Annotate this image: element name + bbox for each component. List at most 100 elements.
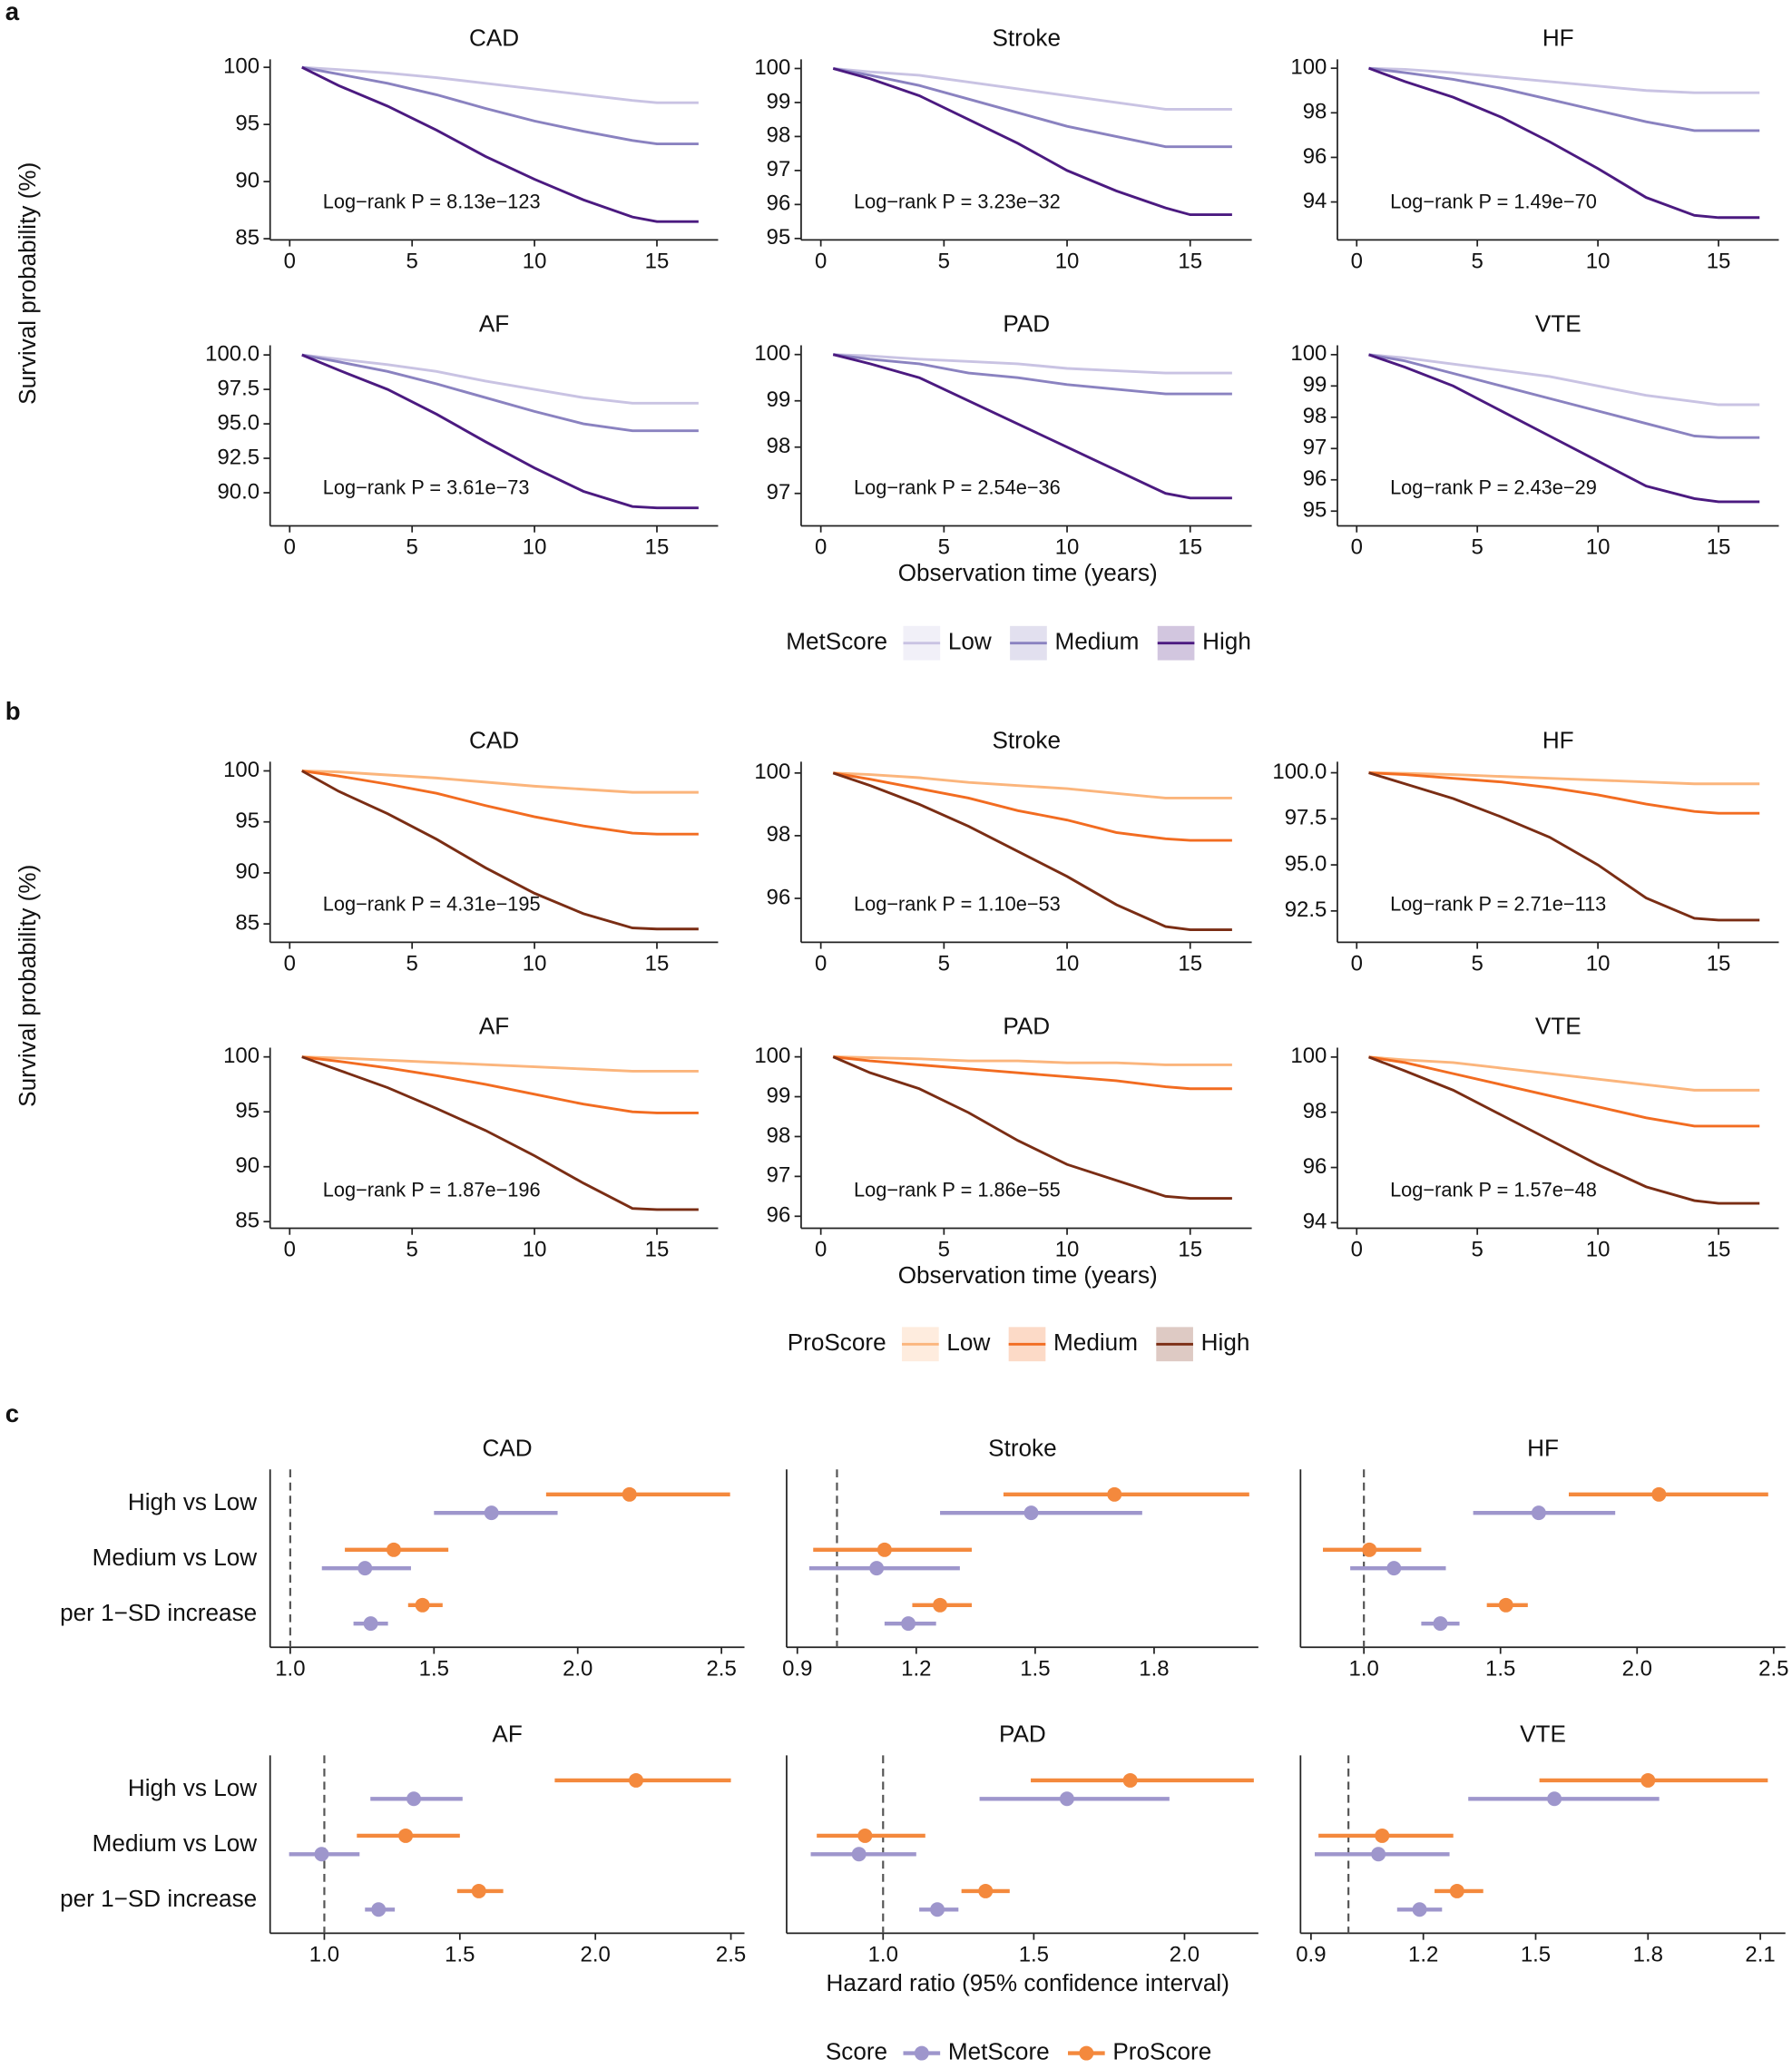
x-tick-label: 1.0 [868, 1942, 898, 1966]
x-tick-label: 5 [938, 1237, 950, 1261]
annotation: Log−rank P = 8.13e−123 [323, 190, 541, 212]
survival-curve [1368, 353, 1760, 504]
chart-title: CAD [469, 24, 519, 51]
x-tick-label: 15 [1178, 534, 1202, 559]
y-tick-label: 97.5 [1285, 806, 1327, 830]
survival-curve [833, 353, 1232, 375]
point-estimate [1640, 1772, 1656, 1788]
survival-curve [833, 67, 1232, 111]
y-tick-label: 100 [1290, 55, 1327, 80]
y-tick-label: 98 [767, 434, 791, 458]
x-tick-label: 2.5 [1758, 1656, 1788, 1681]
survival-curve [1368, 353, 1760, 439]
y-tick-label: 85 [235, 910, 259, 935]
survival-curve [833, 771, 1232, 799]
y-tick-label: 90 [235, 859, 259, 884]
chart-title: VTE [1520, 1720, 1566, 1747]
y-tick-label: 95 [1303, 498, 1327, 523]
survival-curve [301, 770, 699, 836]
survival-curve [301, 65, 699, 145]
chart-title: Stroke [988, 1434, 1057, 1461]
x-tick-label: 0 [1351, 951, 1363, 976]
x-tick-label: 10 [523, 249, 547, 273]
legend-symbol [1079, 2045, 1094, 2061]
point-estimate [1547, 1791, 1562, 1807]
point-estimate [1531, 1505, 1546, 1521]
y-tick-label: 98 [1303, 404, 1327, 428]
x-tick-label: 10 [1055, 951, 1080, 976]
panel-label: b [5, 697, 21, 725]
legend: ProScore Low Medium High [788, 1327, 1250, 1362]
survival-curve [301, 770, 699, 931]
annotation: Log−rank P = 2.71e−113 [1390, 892, 1606, 915]
y-tick-label: 96 [1303, 1154, 1327, 1179]
point-estimate [1412, 1902, 1427, 1917]
point-estimate [978, 1883, 994, 1898]
x-tick-label: 10 [523, 951, 547, 976]
x-tick-label: 1.5 [419, 1656, 449, 1681]
survival-curve [832, 1055, 1232, 1200]
point-estimate [314, 1847, 329, 1862]
y-tick-label: 100 [223, 758, 259, 782]
x-tick-label: 0 [284, 951, 296, 976]
survival-curve [832, 771, 1232, 931]
x-axis-label: Observation time (years) [898, 559, 1158, 586]
y-tick-label: 92.5 [1285, 897, 1327, 922]
y-tick-label: 96 [767, 191, 791, 216]
point-estimate [1122, 1772, 1138, 1788]
survival-curve [1368, 1055, 1760, 1128]
x-tick-label: 0 [815, 1237, 827, 1261]
x-tick-label: 0 [284, 1237, 296, 1261]
chart-title: AF [479, 1013, 509, 1040]
point-estimate [622, 1486, 637, 1502]
survival-curve [1368, 66, 1760, 220]
y-tick-label: 90 [235, 168, 259, 192]
x-tick-label: 1.0 [309, 1942, 339, 1966]
y-tick-label: 100 [223, 1044, 259, 1068]
x-tick-label: 1.8 [1633, 1942, 1663, 1966]
category-label: High vs Low [128, 1774, 257, 1801]
point-estimate [1433, 1616, 1448, 1632]
x-tick-label: 1.2 [901, 1656, 931, 1681]
chart-title: CAD [469, 727, 519, 754]
x-tick-label: 0 [815, 534, 827, 559]
legend-label: High [1201, 1329, 1250, 1356]
point-estimate [398, 1828, 414, 1843]
survival-curve [1368, 66, 1760, 132]
y-tick-label: 90.0 [217, 479, 259, 504]
x-tick-label: 2.1 [1745, 1942, 1775, 1966]
point-estimate [1386, 1561, 1402, 1576]
x-tick-label: 10 [1586, 951, 1611, 976]
x-tick-label: 0 [1351, 1237, 1363, 1261]
legend-title: ProScore [788, 1329, 886, 1356]
survival-curve [301, 65, 699, 104]
survival-curve [833, 1055, 1232, 1066]
annotation: Log−rank P = 2.43e−29 [1390, 476, 1597, 499]
chart-title: HF [1527, 1434, 1559, 1461]
y-tick-label: 96 [767, 1203, 791, 1228]
survival-curve [301, 65, 699, 223]
x-tick-label: 5 [1472, 249, 1484, 273]
x-tick-label: 10 [1586, 1237, 1611, 1261]
y-tick-label: 99 [767, 89, 791, 113]
point-estimate [933, 1597, 948, 1613]
point-estimate [930, 1902, 945, 1917]
y-tick-label: 98 [767, 1123, 791, 1148]
chart-title: PAD [1003, 1013, 1050, 1040]
chart-title: PAD [999, 1720, 1046, 1747]
legend-symbol [914, 2045, 929, 2061]
legend-label: High [1202, 628, 1251, 655]
x-tick-label: 2.5 [706, 1656, 736, 1681]
category-label: per 1−SD increase [60, 1885, 257, 1912]
point-estimate [1375, 1828, 1390, 1843]
legend: MetScore Low Medium High [786, 625, 1251, 661]
x-tick-label: 5 [406, 249, 418, 273]
y-tick-label: 96 [1303, 466, 1327, 491]
x-tick-label: 0 [815, 951, 827, 976]
x-tick-label: 1.0 [1349, 1656, 1379, 1681]
x-tick-label: 10 [1586, 249, 1611, 273]
point-estimate [901, 1616, 916, 1632]
chart-title: PAD [1003, 310, 1050, 338]
x-tick-label: 1.5 [1521, 1942, 1551, 1966]
